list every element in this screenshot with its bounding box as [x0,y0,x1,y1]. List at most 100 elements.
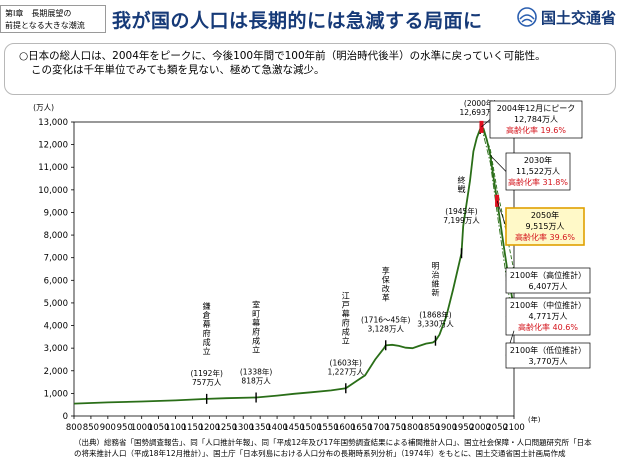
x-tick-label: 1400 [266,423,288,433]
era-name-char: 維 [431,279,439,289]
chapter-line-1: 第Ⅰ章 長期展望の [5,9,72,18]
callout-box [505,342,591,369]
era-name-char: 鎌 [203,301,211,311]
callout-title: 2030年 [524,155,552,165]
era-name-char: 保 [382,274,390,284]
callout-leader [490,155,507,172]
callout-aging-rate: 高齢化率 31.8% [508,177,568,187]
x-tick-label: 1450 [283,423,305,433]
era-name-char: 室 [252,300,260,310]
callout-leader [481,119,491,128]
callout-aging-rate: 高齢化率 19.6% [506,125,566,135]
y-tick-label: 0 [63,412,68,422]
era-name-char: 享 [382,265,390,275]
y-tick-label: 3,000 [44,344,68,354]
era-year: (2000年) [464,98,497,108]
x-tick-label: 1700 [368,423,390,433]
era-name-char: 戦 [458,184,466,194]
x-tick-label: 1550 [317,423,339,433]
era-year: (1192年) [190,368,223,378]
x-tick-label: 1600 [334,423,356,433]
era-year: (1716～45年) [361,314,411,324]
callout-title: 2100年（高位推計） [510,270,586,280]
mlit-logo-icon [517,7,537,27]
era-year: (1945年) [445,206,478,216]
y-tick-label: 13,000 [38,118,68,128]
y-axis-unit: (万人) [33,103,54,112]
summary-line-2: この変化は千年単位でみても類を見ない、極めて急激な減少。 [31,64,325,76]
chapter-label: 第Ⅰ章 長期展望の 前提となる大きな潮流 [0,5,106,33]
callout-title: 2100年（低位推計） [510,345,586,355]
x-tick-label: 950 [117,423,133,433]
ministry-name: 国土交通省 [540,8,616,27]
era-population: 1,227万人 [328,367,365,376]
era-name-char: 町 [252,310,260,319]
era-name-char: 成 [203,337,211,347]
callout-population: 3,770万人 [529,357,568,366]
callout-box [505,267,591,294]
x-tick-label: 2000 [469,423,491,433]
x-axis-unit: (年) [528,415,541,424]
x-tick-label: 1250 [215,423,237,433]
era-name-char: 新 [431,288,439,298]
page-title: 我が国の人口は長期的には急減する局面に [112,10,483,32]
x-tick-label: 1950 [452,423,474,433]
callout-title: 2050年 [531,210,559,220]
era-name-char: 革 [382,292,390,302]
source-note: （出典）総務省「国勢調査報告」、同「人口推計年報」、同「平成12年及び17年国勢… [74,438,614,459]
y-tick-label: 12,000 [38,141,68,151]
era-population: 818万人 [241,377,271,386]
x-tick-label: 1050 [148,423,170,433]
callout-population: 9,515万人 [526,222,565,231]
x-tick-label: 2100 [503,423,525,433]
y-tick-label: 6,000 [44,276,68,286]
ministry-logo: 国土交通省 [517,4,616,30]
x-tick-label: 1200 [199,423,221,433]
x-tick-label: 900 [100,423,116,433]
x-tick-label: 1100 [165,423,187,433]
series-line-solid [73,125,515,405]
callout-leader [496,200,507,227]
era-population: 757万人 [192,378,222,387]
x-tick-label: 1150 [182,423,204,433]
callout-title: 2004年12月にピーク [497,103,576,113]
era-year: (1338年) [240,367,273,377]
era-name-char: 治 [431,270,439,280]
era-name-char: 府 [252,327,260,337]
x-tick-label: 1000 [131,423,153,433]
era-year: (1868年) [419,310,452,320]
x-tick-label: 850 [83,423,99,433]
x-tick-label: 1900 [435,423,457,433]
callout-population: 4,771万人 [529,312,568,321]
callout-aging-rate: 高齢化率 39.6% [515,232,575,242]
era-name-char: 成 [342,326,350,336]
callout-population: 6,407万人 [529,282,568,291]
x-tick-label: 1350 [249,423,271,433]
callout-population: 12,784万人 [514,115,558,124]
x-tick-label: 1800 [402,423,424,433]
summary-box: ○日本の総人口は、2004年をピークに、今後100年間で100年前（明治時代後半… [4,43,616,95]
x-tick-label: 2050 [486,423,508,433]
era-year: (1603年) [330,357,363,367]
era-name-char: 戸 [342,300,350,309]
era-population: 3,330万人 [417,320,454,329]
x-tick-label: 1300 [232,423,254,433]
plot-frame [73,121,515,417]
x-tick-label: 1500 [300,423,322,433]
y-tick-label: 9,000 [44,208,68,218]
summary-line-1: ○日本の総人口は、2004年をピークに、今後100年間で100年前（明治時代後半… [19,50,546,62]
y-tick-label: 5,000 [44,299,68,309]
era-name-char: 府 [203,328,211,338]
era-name-char: 江 [342,291,350,300]
era-name-char: 倉 [203,310,211,320]
chapter-line-2: 前提となる大きな潮流 [5,21,85,30]
era-name-char: 幕 [252,318,260,328]
source-line-2: の将来推計人口（平成18年12月推計）」、国土庁「日本列島における人口分布の長期… [74,448,566,458]
era-name-char: 立 [203,346,211,356]
era-name-char: 成 [252,336,260,346]
x-tick-label: 1650 [351,423,373,433]
era-name-char: 明 [431,262,439,271]
era-population: 12,693万人 [460,108,502,117]
series-line-dashed [481,126,515,272]
